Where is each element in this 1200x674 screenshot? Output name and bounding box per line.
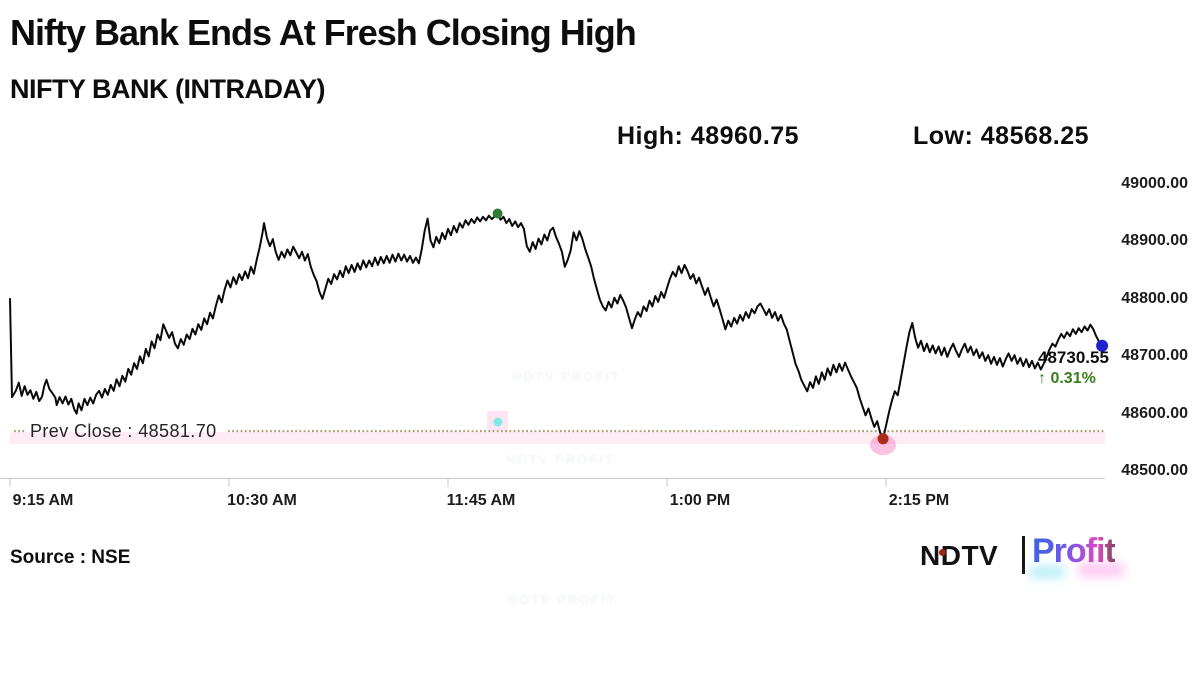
x-axis-tick-label: 9:15 AM xyxy=(12,492,74,509)
price-line xyxy=(9,212,1104,440)
x-axis-ticks xyxy=(9,479,887,487)
low-pink-glow xyxy=(870,435,896,455)
last-price-label: 48730.55 xyxy=(1038,348,1109,367)
y-axis-tick-label: 48600.00 xyxy=(1121,404,1188,422)
y-axis-tick-label: 48700.00 xyxy=(1121,347,1188,365)
x-axis-tick-label: 2:15 PM xyxy=(888,492,950,509)
y-axis-tick-label: 48500.00 xyxy=(1121,462,1188,479)
change-percent-label: ↑ 0.31% xyxy=(1038,370,1096,387)
watermark-text: NDTV PROFIT xyxy=(512,369,621,384)
y-axis-tick-label: 48900.00 xyxy=(1121,232,1188,250)
profit-pink-glow xyxy=(1078,563,1124,577)
page-title: Nifty Bank Ends At Fresh Closing High xyxy=(10,12,637,53)
high-marker-dot xyxy=(492,208,503,219)
ndtv-logo-red-dot-icon xyxy=(939,549,946,556)
y-axis-tick-label: 49000.00 xyxy=(1121,175,1188,192)
below-prev-close-band xyxy=(10,432,1105,445)
profit-cyan-glow xyxy=(1030,566,1064,578)
ndtv-logo-text: NDTV xyxy=(920,540,999,571)
day-high-value: High: 48960.75 xyxy=(617,122,800,150)
watermark-text: NDTV PROFIT xyxy=(508,592,617,607)
day-low-value: Low: 48568.25 xyxy=(913,122,1090,150)
last-price-dot xyxy=(1096,339,1109,352)
profit-logo-text: Profit xyxy=(1032,532,1116,570)
cyan-mark xyxy=(493,417,503,427)
x-axis-tick-label: 10:30 AM xyxy=(227,492,297,509)
x-axis-tick-label: 1:00 PM xyxy=(669,492,731,509)
watermark-text: NDTV PROFIT xyxy=(506,452,615,467)
low-marker-dot xyxy=(877,433,889,445)
y-axis-tick-label: 48800.00 xyxy=(1121,289,1188,307)
chart-title: NIFTY BANK (INTRADAY) xyxy=(10,74,326,104)
prev-close-label: Prev Close : 48581.70 xyxy=(30,421,217,441)
logo-separator-bar xyxy=(1022,536,1025,574)
x-axis-tick-label: 11:45 AM xyxy=(446,492,516,509)
source-label: Source : NSE xyxy=(10,547,131,568)
